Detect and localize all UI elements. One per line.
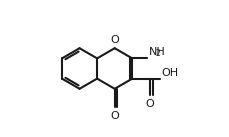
Text: O: O xyxy=(110,111,119,121)
Text: O: O xyxy=(146,99,155,109)
Text: NH: NH xyxy=(149,47,166,57)
Text: O: O xyxy=(110,35,119,45)
Text: OH: OH xyxy=(161,68,179,78)
Text: 2: 2 xyxy=(155,49,160,58)
